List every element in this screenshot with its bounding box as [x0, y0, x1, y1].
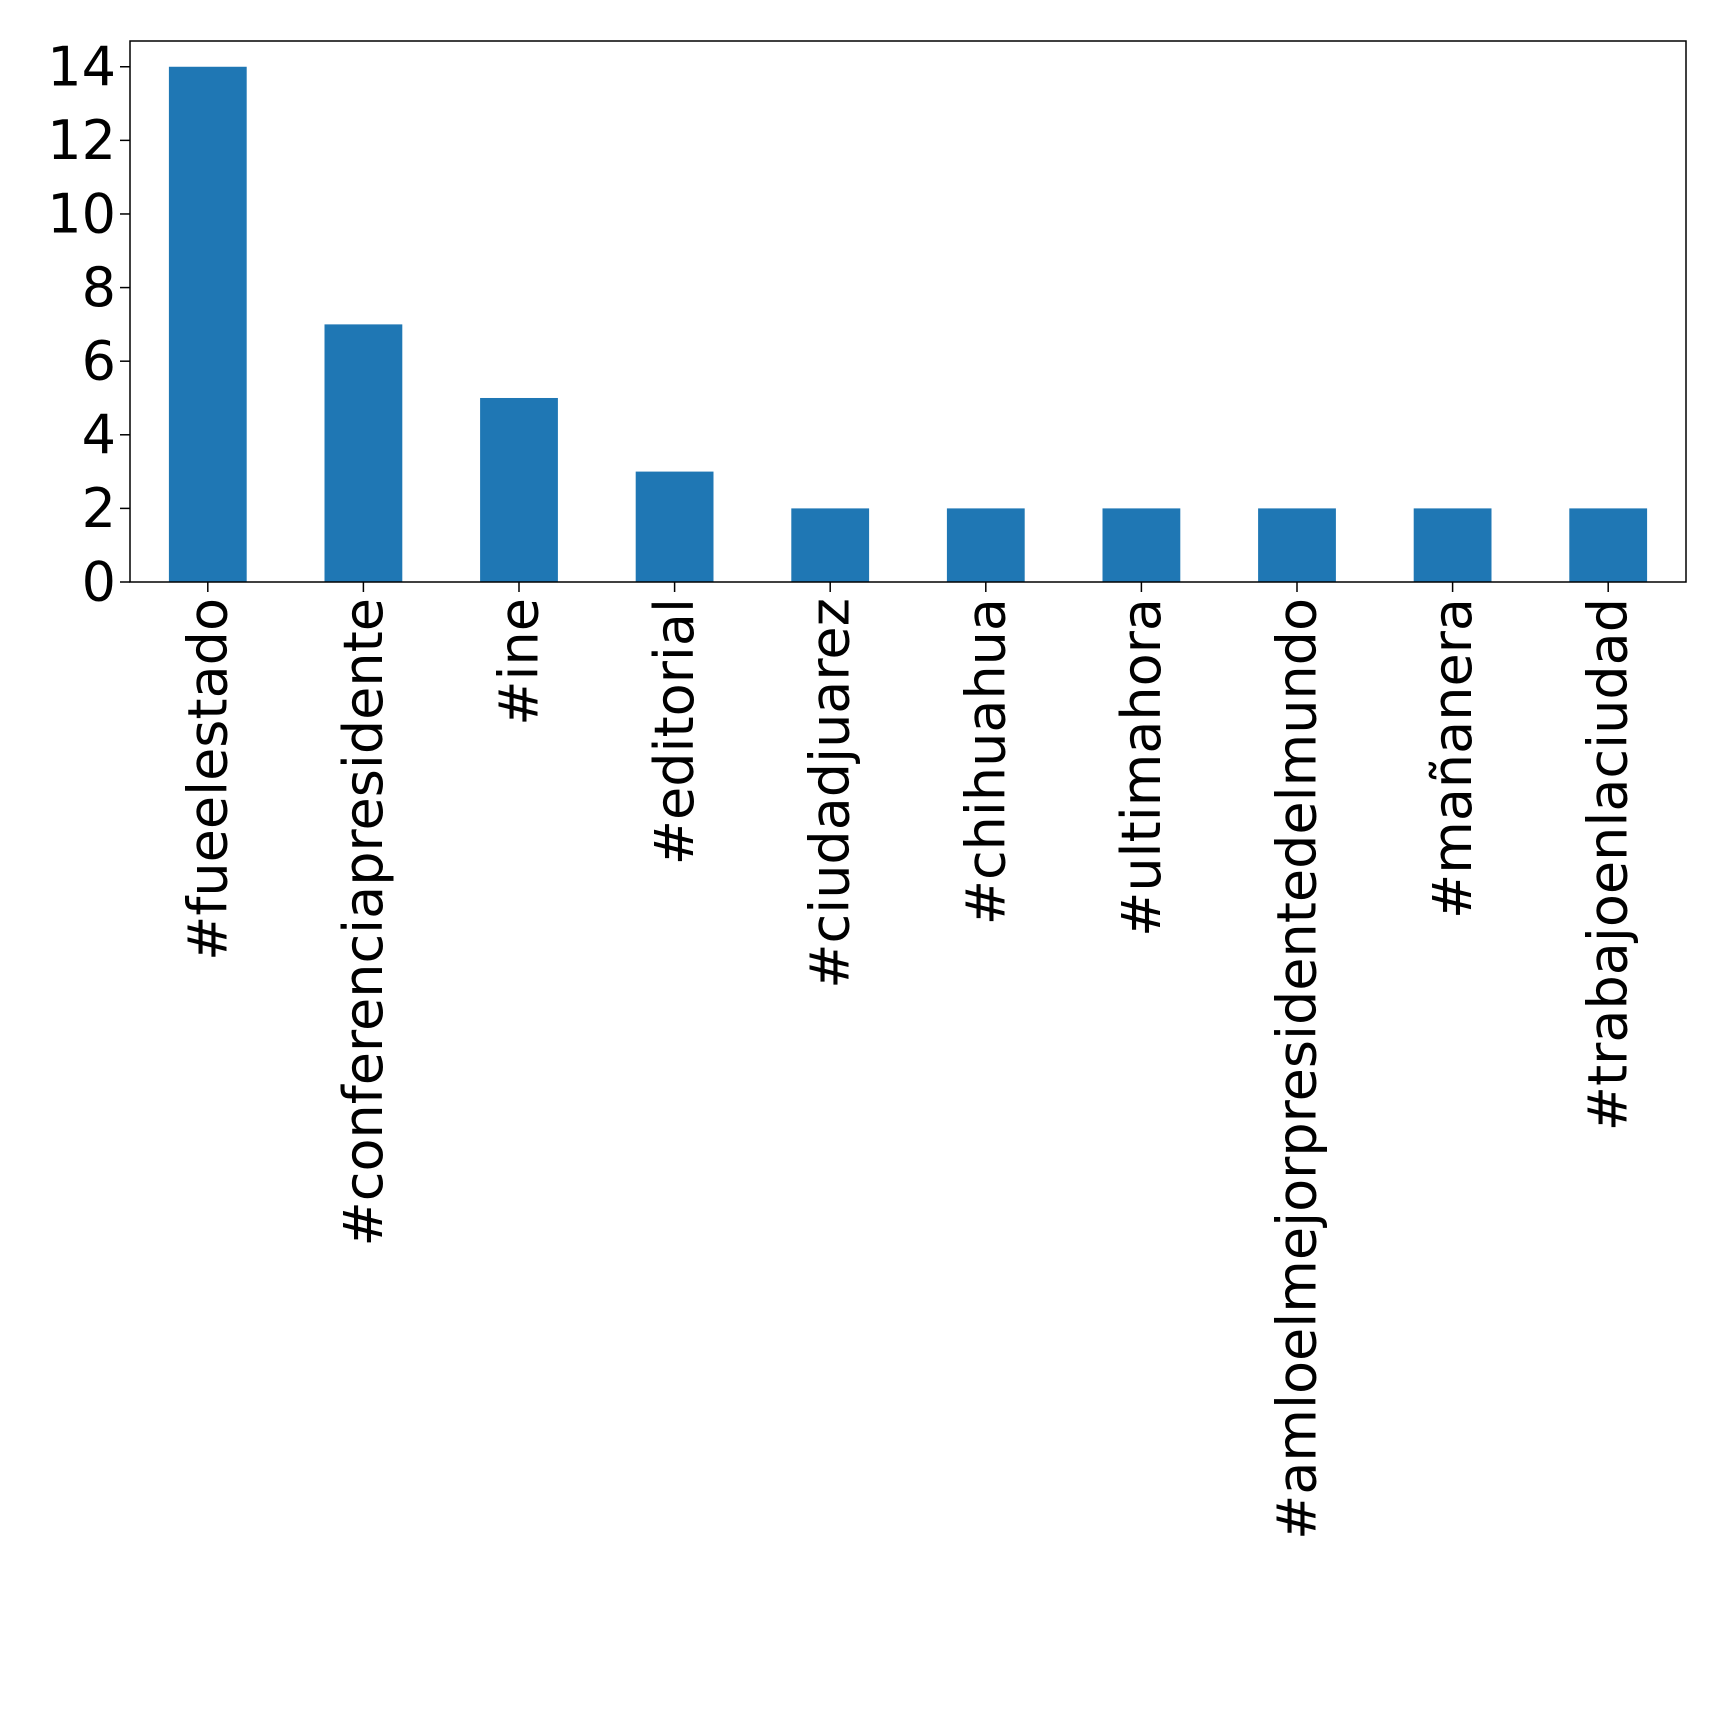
y-tick-label: 8	[82, 256, 116, 319]
y-tick-label: 6	[82, 330, 116, 393]
y-tick-label: 10	[47, 182, 116, 245]
x-axis: #fueelestado #conferenciapresidente #ine #e…	[176, 582, 1640, 1540]
bar-chihuahua	[946, 508, 1025, 582]
x-tick-label: #mañanera	[1421, 598, 1484, 919]
bar-editorial	[635, 471, 714, 582]
y-tick-label: 4	[82, 403, 116, 466]
y-tick-label: 12	[47, 109, 116, 172]
x-tick-label: #ine	[488, 598, 551, 726]
y-axis: 0 2 4 6 8 10 12 14	[47, 35, 130, 614]
bar-ciudadjuarez	[791, 508, 870, 582]
x-tick-label: #ultimahora	[1110, 598, 1173, 937]
x-tick-label: #conferenciapresidente	[332, 598, 395, 1246]
bar-trabajoenlaciudad	[1569, 508, 1648, 582]
plot-frame	[129, 40, 1687, 583]
bar-fueelestado	[168, 66, 247, 582]
x-tick-label: #ciudadjuarez	[799, 598, 862, 989]
x-tick-label: #fueelestado	[176, 598, 239, 961]
bar-mañanera	[1413, 508, 1492, 582]
x-tick-label: #chihuahua	[954, 598, 1017, 925]
y-tick-label: 14	[47, 35, 116, 98]
bar-amloelmejorpresidentedelmundo	[1258, 508, 1336, 582]
x-tick-label: #amloelmejorpresidentedelmundo	[1266, 598, 1329, 1540]
x-tick-label: #trabajoenlaciudad	[1577, 598, 1640, 1131]
y-tick-label: 2	[82, 477, 116, 540]
y-tick-label: 0	[82, 551, 116, 614]
bar-ine	[480, 397, 558, 582]
bar-conferenciapresidente	[324, 324, 403, 582]
x-tick-label: #editorial	[643, 598, 706, 865]
bar-ultimahora	[1102, 508, 1181, 582]
bars-layer	[168, 66, 1648, 582]
